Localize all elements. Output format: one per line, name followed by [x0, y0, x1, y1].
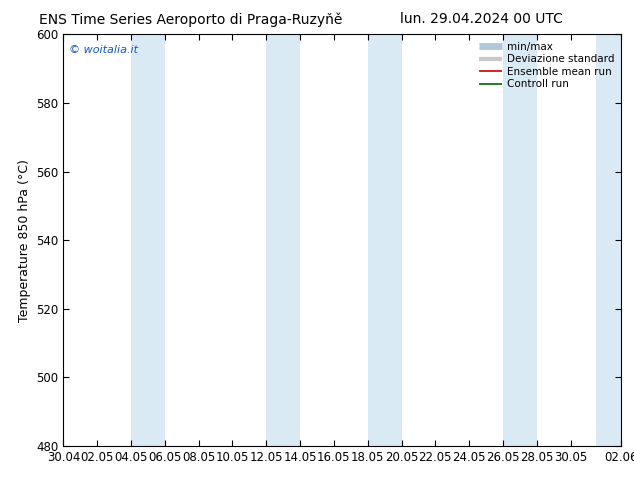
Y-axis label: Temperature 850 hPa (°C): Temperature 850 hPa (°C)	[18, 159, 30, 321]
Bar	[596, 34, 621, 446]
Bar	[131, 34, 165, 446]
Bar	[368, 34, 401, 446]
Legend: min/max, Deviazione standard, Ensemble mean run, Controll run: min/max, Deviazione standard, Ensemble m…	[477, 40, 616, 92]
Text: lun. 29.04.2024 00 UTC: lun. 29.04.2024 00 UTC	[401, 12, 563, 26]
Bar	[266, 34, 300, 446]
Bar	[503, 34, 537, 446]
Text: ENS Time Series Aeroporto di Praga-Ruzyňě: ENS Time Series Aeroporto di Praga-Ruzyň…	[39, 12, 342, 27]
Text: © woitalia.it: © woitalia.it	[69, 45, 138, 54]
